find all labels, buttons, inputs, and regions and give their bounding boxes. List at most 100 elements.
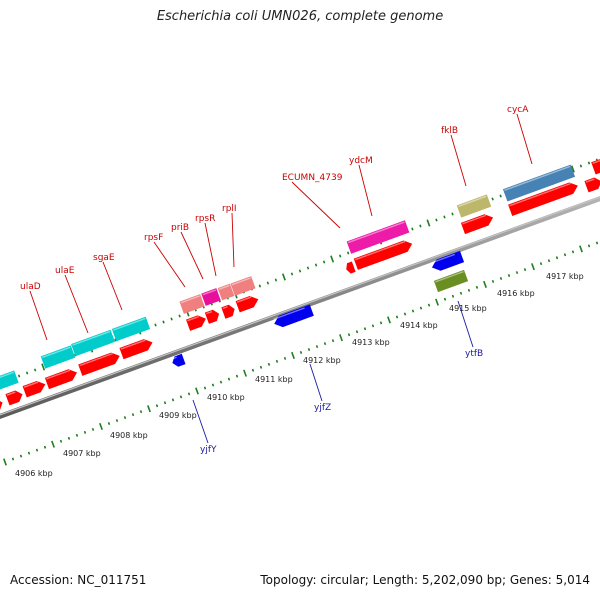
upper-tick bbox=[419, 224, 422, 228]
scale-tick-label: 4913 kbp bbox=[352, 338, 390, 347]
scale-tick bbox=[571, 250, 575, 254]
scale-tick bbox=[171, 398, 175, 402]
upper-tick bbox=[258, 284, 262, 288]
red-gene-block bbox=[591, 157, 600, 175]
scale-tick bbox=[587, 244, 591, 248]
scale-tick bbox=[491, 279, 495, 283]
leader-line bbox=[291, 181, 341, 229]
gene-label-ytfb: ytfB bbox=[465, 349, 483, 359]
scale-tick bbox=[419, 306, 423, 310]
leader-line bbox=[102, 261, 123, 311]
scale-tick-label: 4916 kbp bbox=[497, 289, 535, 298]
scale-tick bbox=[67, 436, 71, 440]
scale-tick bbox=[259, 365, 263, 369]
scale-tick bbox=[43, 445, 47, 449]
red-gene-arrow bbox=[0, 398, 3, 414]
scale-tick bbox=[59, 439, 63, 443]
red-gene-arrow bbox=[22, 380, 46, 398]
magenta-gene-block bbox=[201, 288, 221, 306]
scale-tick-label: 4906 kbp bbox=[15, 469, 53, 478]
upper-tick bbox=[579, 164, 583, 168]
scale-tick bbox=[579, 245, 583, 253]
scale-tick bbox=[251, 368, 255, 372]
scale-tick bbox=[91, 427, 95, 431]
scale-tick bbox=[195, 387, 199, 395]
scale-tick bbox=[155, 404, 159, 408]
red-gene-arrow bbox=[78, 352, 120, 376]
scale-tick bbox=[475, 285, 479, 289]
scale-tick bbox=[115, 419, 119, 423]
cyan-gene-block bbox=[111, 316, 151, 342]
gene-label-sgae: sgaE bbox=[93, 253, 115, 263]
scale-tick bbox=[187, 392, 191, 396]
upper-tick bbox=[298, 269, 302, 273]
red-gene-arrow bbox=[235, 295, 259, 313]
map-title: Escherichia coli UMN026, complete genome bbox=[156, 9, 444, 24]
scale-tick bbox=[147, 405, 151, 413]
scale-tick-label: 4909 kbp bbox=[159, 411, 197, 420]
red-gene-arrow bbox=[353, 240, 413, 270]
gene-label-rpsf: rpsF bbox=[144, 233, 163, 243]
red-gene-arrow bbox=[460, 214, 494, 235]
scale-tick bbox=[131, 413, 135, 417]
upper-tick bbox=[178, 314, 181, 318]
scale-tick bbox=[523, 268, 527, 272]
leader-line bbox=[358, 164, 373, 217]
accession-text: Accession: NC_011751 bbox=[10, 573, 147, 587]
upper-tick bbox=[170, 317, 173, 321]
scale-tick-label: 4912 kbp bbox=[303, 356, 341, 365]
red-gene-arrow bbox=[204, 309, 220, 324]
leader-line bbox=[450, 134, 467, 187]
gene-label-prib: priB bbox=[171, 223, 189, 233]
upper-tick bbox=[306, 266, 310, 270]
upper-tick bbox=[114, 338, 117, 342]
scale-tick bbox=[267, 362, 271, 366]
scale-tick bbox=[515, 271, 519, 275]
upper-tick bbox=[154, 323, 157, 327]
scale-tick-label: 4915 kbp bbox=[449, 304, 487, 313]
scale-tick bbox=[451, 294, 455, 298]
cyan-gene-block bbox=[40, 345, 76, 369]
red-gene-arrow bbox=[221, 304, 235, 319]
upper-tick bbox=[499, 194, 502, 198]
leader-line bbox=[231, 212, 235, 268]
gene-label-rpli: rplI bbox=[222, 204, 237, 214]
scale-tick bbox=[19, 454, 23, 458]
scale-tick bbox=[299, 350, 303, 354]
scale-tick-label: 4917 kbp bbox=[546, 272, 584, 281]
scale-tick bbox=[203, 386, 207, 390]
scale-tick bbox=[379, 321, 383, 325]
cyan-gene-block bbox=[0, 370, 19, 390]
leader-line bbox=[309, 363, 323, 402]
scale-tick bbox=[467, 288, 471, 292]
genome-backbone bbox=[0, 195, 600, 420]
magenta-gene-block bbox=[346, 220, 410, 254]
scale-tick bbox=[331, 339, 335, 343]
scale-tick bbox=[3, 458, 7, 466]
cyan-gene-block bbox=[71, 329, 115, 357]
scale-tick bbox=[371, 324, 375, 328]
scale-tick bbox=[75, 433, 79, 437]
upper-tick bbox=[491, 197, 494, 201]
gene-label-yjfz: yjfZ bbox=[314, 403, 331, 413]
upper-tick bbox=[41, 363, 46, 371]
scale-tick bbox=[219, 380, 223, 384]
scale-tick-label: 4908 kbp bbox=[110, 431, 148, 440]
scale-tick bbox=[547, 259, 551, 263]
scale-tick bbox=[595, 241, 599, 245]
scale-tick-label: 4910 kbp bbox=[207, 393, 245, 402]
red-gene-arrow bbox=[5, 390, 23, 406]
scale-tick bbox=[411, 309, 415, 313]
olive-gene-block bbox=[433, 269, 469, 293]
upper-tick bbox=[281, 273, 286, 281]
upper-tick bbox=[322, 260, 326, 264]
scale-tick bbox=[283, 356, 287, 360]
upper-tick bbox=[33, 368, 37, 372]
leader-line bbox=[180, 231, 204, 280]
red-gene-arrow bbox=[44, 369, 78, 390]
scale-tick bbox=[355, 330, 359, 334]
upper-tick bbox=[330, 255, 335, 263]
khaki-gene-block bbox=[456, 194, 492, 218]
upper-tick bbox=[25, 371, 29, 375]
